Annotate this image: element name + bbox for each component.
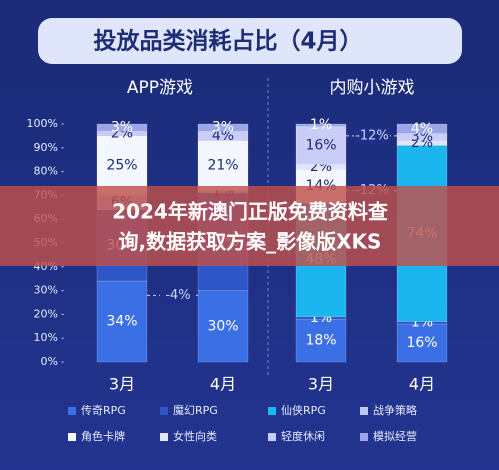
data-label: 4% (212, 128, 234, 144)
bar-segment (197, 140, 249, 191)
y-tick-label: 30% (34, 284, 58, 297)
data-label: 3% (111, 120, 133, 136)
annotation: -12% (355, 128, 389, 143)
y-tick-label: 10% (34, 331, 58, 344)
overlay-banner: 2024年新澳门正版免费资料查 询,数据获取方案_影像版XKS (0, 186, 499, 266)
annotation-bg (160, 287, 196, 304)
data-label: 25% (106, 158, 137, 174)
legend-label: 角色卡牌 (81, 429, 125, 443)
legend-swatch (160, 407, 168, 415)
overlay-band (0, 186, 499, 266)
legend-label: 魔幻RPG (173, 403, 218, 417)
bar-segment (197, 290, 249, 363)
bar-segment (295, 123, 347, 127)
data-label: 1% (310, 117, 332, 133)
data-label: 34% (106, 314, 137, 330)
legend-swatch (68, 433, 76, 441)
panel-title: APP游戏 (127, 78, 193, 98)
y-tick-label: 80% (34, 165, 58, 178)
data-label: 16% (305, 137, 336, 153)
x-tick-label: 4月 (409, 375, 435, 394)
legend-label: 轻度休闲 (281, 429, 325, 443)
bar-segment (96, 123, 148, 132)
legend-label: 女性向类 (173, 429, 217, 443)
bar-segment (396, 123, 448, 134)
legend-label: 仙侠RPG (281, 404, 326, 417)
legend-label: 战争策略 (373, 403, 417, 417)
x-tick-label: 3月 (308, 375, 334, 394)
bar-segment (96, 280, 148, 363)
bar-segment (295, 164, 347, 170)
annotation: -4% (165, 288, 190, 303)
x-tick-label: 4月 (210, 375, 236, 394)
legend-swatch (68, 407, 76, 415)
bar-segment (96, 135, 148, 196)
data-label: 30% (207, 318, 238, 334)
y-tick-label: 0% (41, 355, 58, 368)
bar-segment (396, 323, 448, 363)
data-label: 18% (305, 333, 336, 349)
bar-segment (396, 321, 448, 325)
legend-swatch (360, 407, 368, 415)
legend-swatch (268, 433, 276, 441)
y-tick-label: 90% (34, 141, 58, 154)
title-box (38, 18, 462, 64)
chart-title: 投放品类消耗占比（4月） (93, 28, 362, 55)
overlay-text: 询,数据获取方案_影像版XKS (119, 230, 382, 254)
data-label: 3% (212, 120, 234, 136)
data-label: 16% (406, 335, 437, 351)
data-label: 4% (411, 121, 433, 137)
annotation-bg (354, 127, 390, 144)
overlay-text: 2024年新澳门正版免费资料查 (112, 200, 388, 224)
y-tick-label: 20% (34, 307, 58, 320)
x-tick-label: 3月 (109, 375, 135, 394)
panel-title: 内购小游戏 (330, 78, 415, 98)
bar-segment (197, 123, 249, 132)
legend-swatch (160, 433, 168, 441)
legend-label: 传奇RPG (81, 404, 126, 417)
legend-swatch (360, 433, 368, 441)
legend-label: 模拟经营 (373, 429, 417, 443)
bar-segment (295, 126, 347, 165)
legend-swatch (268, 407, 276, 415)
y-tick-label: 100% (27, 117, 58, 130)
data-label: 21% (207, 158, 238, 174)
